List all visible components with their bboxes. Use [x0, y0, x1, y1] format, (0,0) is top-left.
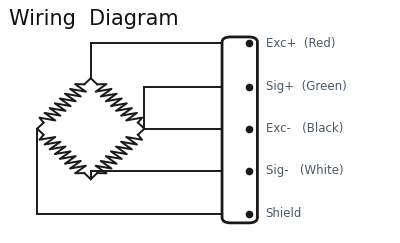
Text: Sig+  (Green): Sig+ (Green) — [266, 80, 346, 93]
FancyBboxPatch shape — [222, 37, 257, 223]
Text: Exc-   (Black): Exc- (Black) — [266, 122, 343, 135]
Text: Exc+  (Red): Exc+ (Red) — [266, 37, 335, 50]
Text: Sig-   (White): Sig- (White) — [266, 164, 343, 177]
Text: Shield: Shield — [266, 208, 302, 220]
Text: Wiring  Diagram: Wiring Diagram — [9, 9, 179, 29]
